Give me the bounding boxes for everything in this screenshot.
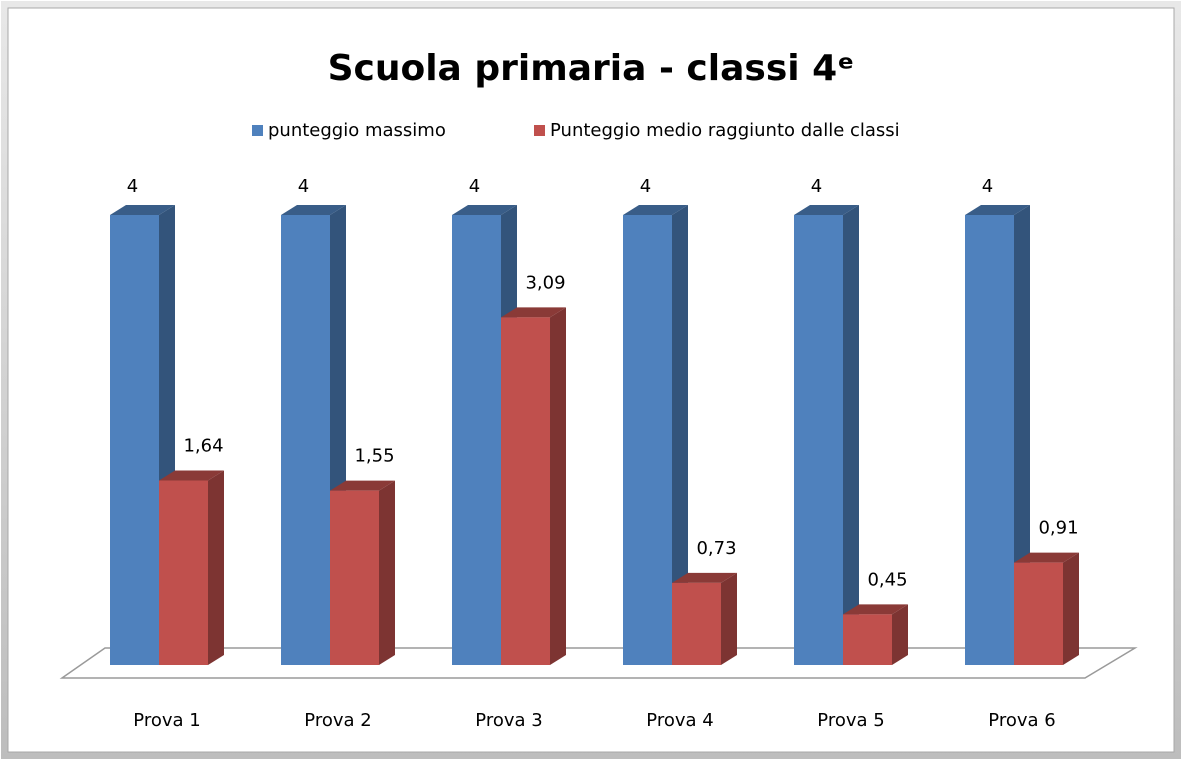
bar-side: [721, 572, 737, 665]
value-label: 3,09: [525, 272, 565, 293]
bar-side: [379, 480, 395, 665]
value-label: 0,91: [1038, 518, 1078, 539]
bar: [330, 480, 395, 665]
bar: [1014, 552, 1079, 665]
chart-title: Scuola primaria - classi 4ᵉ: [328, 48, 855, 89]
bar-side: [208, 470, 224, 665]
bar-front: [452, 215, 501, 665]
legend-swatch: [252, 125, 263, 136]
value-label: 4: [469, 176, 480, 197]
value-label: 4: [640, 176, 651, 197]
bar-top: [281, 205, 346, 215]
x-tick-label: Prova 3: [475, 710, 542, 731]
bar-front: [501, 317, 550, 665]
bar: [623, 205, 688, 665]
value-label: 0,45: [867, 569, 907, 590]
legend-label: Punteggio medio raggiunto dalle classi: [550, 120, 900, 141]
bar-top: [1014, 552, 1079, 563]
bar-top: [843, 604, 908, 615]
bar-top: [330, 480, 395, 491]
bar-top: [794, 205, 859, 215]
x-tick-label: Prova 1: [133, 710, 200, 731]
bar-top: [672, 572, 737, 583]
bar-side: [1063, 552, 1079, 665]
bar: [843, 604, 908, 665]
bar-top: [110, 205, 175, 215]
x-tick-label: Prova 6: [988, 710, 1055, 731]
bar-side: [892, 604, 908, 665]
bar-front: [672, 582, 721, 665]
x-tick-label: Prova 2: [304, 710, 371, 731]
value-label: 1,55: [354, 446, 394, 467]
bar-front: [159, 480, 208, 665]
bar-front: [281, 215, 330, 665]
bar: [672, 572, 737, 665]
bar-side: [1014, 205, 1030, 665]
bar-front: [843, 614, 892, 665]
bar-front: [330, 490, 379, 665]
legend-label: punteggio massimo: [268, 120, 446, 141]
value-label: 0,73: [696, 538, 736, 559]
bar-side: [550, 307, 566, 665]
bar-top: [452, 205, 517, 215]
bar: [794, 205, 859, 665]
bar: [159, 470, 224, 665]
bar-top: [965, 205, 1030, 215]
bar: [965, 205, 1030, 665]
bar-front: [110, 215, 159, 665]
value-label: 4: [982, 176, 993, 197]
bar: [281, 205, 346, 665]
bar-top: [623, 205, 688, 215]
bar: [501, 307, 566, 665]
x-tick-label: Prova 4: [646, 710, 713, 731]
bar-side: [843, 205, 859, 665]
value-label: 1,64: [183, 436, 223, 457]
legend-swatch: [534, 125, 545, 136]
bar-front: [965, 215, 1014, 665]
x-tick-label: Prova 5: [817, 710, 884, 731]
bar-side: [672, 205, 688, 665]
bar-top: [501, 307, 566, 318]
value-label: 4: [811, 176, 822, 197]
bar-front: [623, 215, 672, 665]
bar-front: [794, 215, 843, 665]
bar-front: [1014, 562, 1063, 665]
value-label: 4: [127, 176, 138, 197]
bar-top: [159, 470, 224, 481]
value-label: 4: [298, 176, 309, 197]
